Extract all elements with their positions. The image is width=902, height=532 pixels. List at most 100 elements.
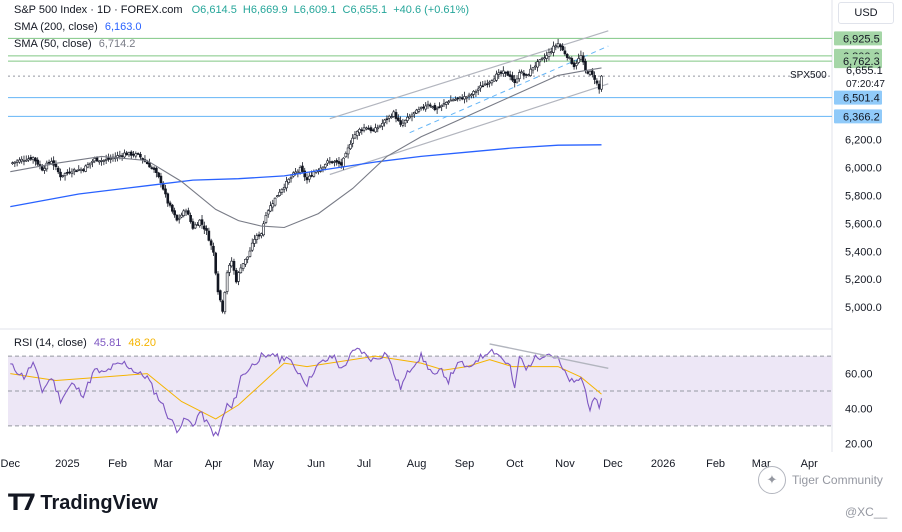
rsi-tick-label: 60.00: [845, 369, 873, 381]
candle-body: [575, 63, 578, 66]
sma50-legend[interactable]: SMA (50, close) 6,714.2: [14, 38, 135, 50]
candle-body: [182, 210, 186, 216]
candle-body: [408, 116, 412, 119]
candle-body: [269, 205, 272, 212]
rsi-trendline: [489, 343, 609, 369]
candle-body: [552, 45, 555, 53]
candle-body: [513, 79, 517, 84]
candle-body: [581, 55, 585, 63]
time-tick-label: Dec: [603, 458, 623, 470]
candle-body: [333, 161, 336, 163]
candle-body: [426, 103, 430, 107]
candle-body: [207, 230, 211, 241]
candle-body: [157, 172, 160, 178]
time-tick-label: Feb: [706, 458, 725, 470]
candle-body: [451, 99, 455, 102]
candle-body: [479, 85, 482, 89]
candle-body: [417, 109, 421, 112]
candle-body: [202, 225, 206, 230]
currency-button[interactable]: USD: [838, 2, 894, 24]
candle-body: [365, 127, 368, 130]
candle-body: [209, 240, 213, 246]
candle-body: [20, 158, 23, 162]
candle-body: [390, 116, 393, 118]
candle-body: [125, 152, 128, 156]
candle-body: [127, 152, 131, 156]
candle-body: [465, 96, 469, 99]
candle-body: [383, 119, 386, 124]
time-tick-label: Nov: [555, 458, 575, 470]
candle-body: [214, 252, 218, 274]
candle-body: [422, 106, 425, 109]
change-value: +40.6 (+0.61%): [393, 4, 470, 16]
candle-body: [502, 70, 505, 74]
candle-body: [257, 234, 261, 237]
candle-body: [403, 120, 407, 124]
candle-body: [547, 52, 551, 57]
candle-body: [175, 214, 179, 221]
candle-body: [444, 102, 448, 105]
candle-body: [164, 188, 167, 195]
rsi-line: [10, 347, 603, 437]
rsi-legend[interactable]: RSI (14, close) 45.81 48.20: [14, 337, 156, 349]
candle-body: [70, 171, 74, 175]
candle-body: [474, 91, 478, 93]
candle-body: [294, 171, 297, 174]
candle-body: [456, 97, 459, 100]
candle-body: [591, 70, 594, 75]
candle-body: [287, 179, 291, 183]
candle-body: [285, 181, 288, 189]
close-value: C6,655.1: [342, 4, 388, 16]
price-label-text: 6,366.2: [843, 111, 880, 123]
candle-body: [488, 81, 491, 84]
candle-body: [438, 106, 441, 109]
candle-body: [323, 164, 327, 168]
candle-body: [248, 250, 252, 257]
candle-body: [520, 71, 523, 74]
candle-body: [95, 157, 99, 162]
candle-body: [187, 210, 190, 215]
candles: [11, 38, 603, 315]
candle-body: [506, 71, 510, 76]
time-tick-label: Dec: [1, 458, 21, 470]
candle-body: [470, 94, 473, 97]
candle-body: [189, 215, 192, 222]
symbol-title: S&P 500 Index · 1D · FOREX.com: [14, 4, 183, 16]
candle-body: [310, 175, 313, 177]
candle-body: [13, 161, 17, 164]
candle-body: [54, 163, 58, 168]
candle-body: [572, 62, 576, 68]
candle-body: [378, 125, 382, 128]
candle-body: [435, 107, 439, 110]
candle-body: [88, 162, 92, 166]
candle-body: [52, 160, 55, 166]
candle-body: [289, 176, 293, 179]
candle-body: [273, 197, 277, 206]
tradingview-logo[interactable]: T7 TradingView: [8, 491, 158, 516]
candle-body: [104, 158, 108, 161]
candle-body: [593, 75, 596, 80]
tiger-icon: ✦: [758, 466, 786, 494]
candle-body: [508, 74, 512, 77]
candle-body: [24, 159, 28, 162]
sma200-legend[interactable]: SMA (200, close) 6,163.0: [14, 21, 142, 33]
candle-body: [410, 114, 414, 117]
candle-body: [56, 167, 60, 173]
countdown-label: 07:20:47: [846, 79, 885, 90]
chart-legend: S&P 500 Index · 1D · FOREX.com O6,614.5 …: [14, 4, 472, 16]
candle-body: [527, 74, 530, 77]
time-tick-label: Sep: [455, 458, 475, 470]
candle-body: [230, 260, 233, 267]
candle-body: [401, 122, 405, 126]
candle-body: [492, 78, 496, 82]
sma50-label: SMA (50, close): [14, 38, 92, 50]
price-label-box: [834, 54, 882, 69]
candle-body: [145, 161, 149, 164]
current-price-label: 6,655.1: [846, 65, 883, 77]
candle-body: [415, 109, 418, 114]
candle-body: [29, 157, 33, 160]
price-label-box: [834, 31, 882, 46]
candle-body: [232, 261, 236, 271]
candle-body: [129, 151, 133, 156]
